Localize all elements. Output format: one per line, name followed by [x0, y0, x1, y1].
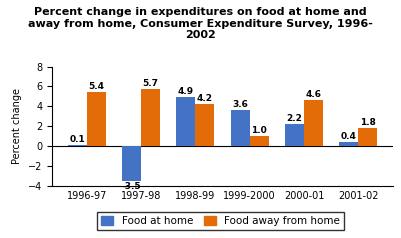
Text: 3.6: 3.6 — [232, 100, 248, 109]
Bar — [176, 97, 195, 146]
Bar — [195, 104, 215, 146]
Text: 4.9: 4.9 — [178, 87, 194, 96]
Text: Percent change in expenditures on food at home and
away from home, Consumer Expe: Percent change in expenditures on food a… — [28, 7, 373, 40]
Text: 5.7: 5.7 — [142, 79, 158, 88]
Text: 5.4: 5.4 — [88, 82, 104, 91]
Text: -3.5: -3.5 — [122, 182, 141, 191]
Bar — [231, 110, 250, 146]
Y-axis label: Percent change: Percent change — [12, 88, 22, 164]
Text: 4.6: 4.6 — [306, 90, 322, 99]
Text: 0.1: 0.1 — [69, 135, 85, 144]
Text: 2.2: 2.2 — [287, 114, 302, 123]
Bar — [304, 100, 323, 146]
Text: 4.2: 4.2 — [197, 94, 213, 103]
Text: 1.0: 1.0 — [251, 126, 267, 135]
Text: 0.4: 0.4 — [341, 132, 357, 141]
Bar — [339, 142, 358, 146]
Bar — [122, 146, 141, 181]
Bar — [250, 136, 269, 146]
Text: 1.8: 1.8 — [360, 118, 376, 127]
Bar — [87, 92, 106, 146]
Bar — [285, 124, 304, 146]
Bar — [141, 89, 160, 146]
Bar — [358, 128, 377, 146]
Bar — [68, 145, 87, 146]
Legend: Food at home, Food away from home: Food at home, Food away from home — [97, 212, 344, 230]
